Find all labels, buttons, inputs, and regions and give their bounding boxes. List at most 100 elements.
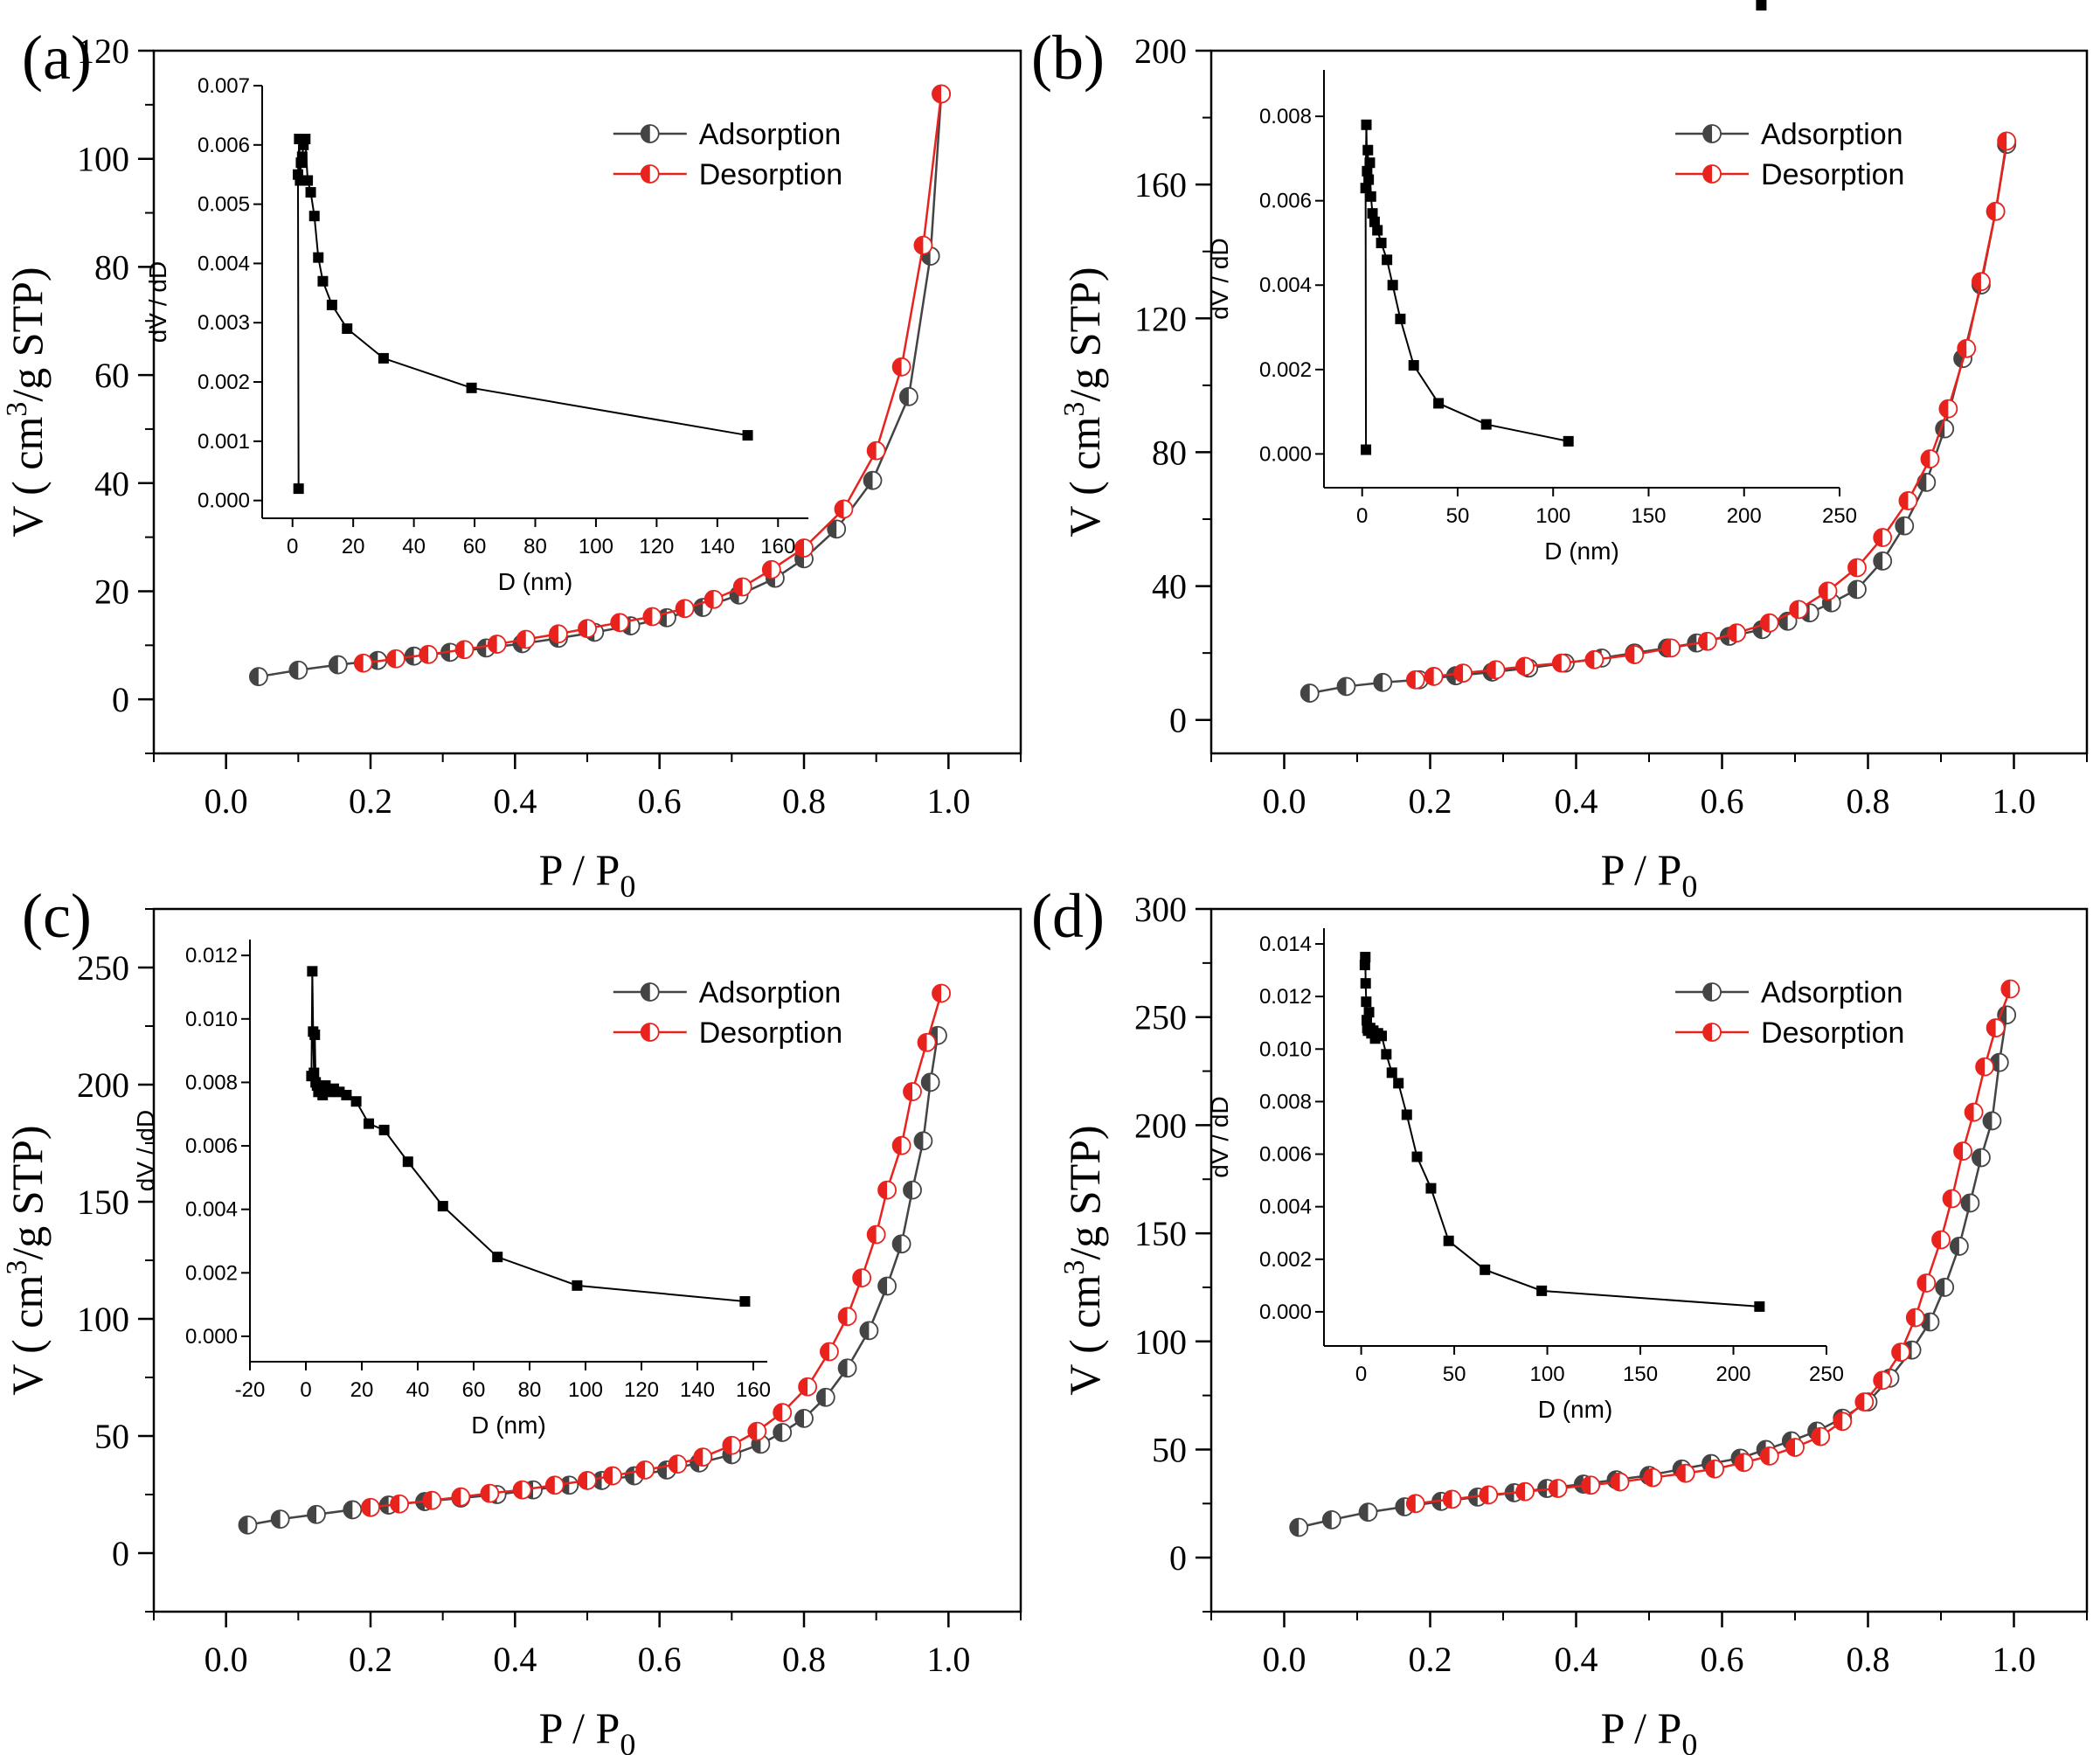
inset-y-tick-label: 0.012 xyxy=(185,944,238,968)
data-point-adsorption-fill xyxy=(1538,1479,1548,1497)
y-tick-label: 200 xyxy=(1134,31,1187,71)
data-point-desorption-fill xyxy=(1625,646,1635,664)
data-point-desorption-fill xyxy=(918,1033,927,1051)
inset-x-tick-label: 80 xyxy=(523,535,547,558)
inset-x-tick-label: 140 xyxy=(700,535,735,558)
inset-data-point xyxy=(1360,978,1371,989)
inset-x-tick-label: 200 xyxy=(1727,504,1762,528)
data-point-adsorption-fill xyxy=(1322,1510,1332,1529)
y-tick-label: 150 xyxy=(77,1183,129,1222)
y-axis-title: V ( cm3/g STP) xyxy=(1,1125,52,1395)
data-point-adsorption-fill xyxy=(657,1460,667,1479)
inset-x-axis-title: D (nm) xyxy=(471,1412,546,1439)
x-tick-label: 0.8 xyxy=(1847,1640,1890,1679)
inset-y-tick-label: 0.000 xyxy=(1259,1301,1312,1324)
y-axis-title-main: V ( cm xyxy=(3,1275,52,1396)
inset-data-point xyxy=(572,1280,583,1291)
data-point-desorption-fill xyxy=(838,1308,848,1326)
data-point-desorption-fill xyxy=(676,600,685,618)
inset-x-axis-title: D (nm) xyxy=(1544,538,1619,565)
inset-data-point xyxy=(1425,1183,1437,1194)
x-tick-label: 0.0 xyxy=(1263,1640,1306,1679)
inset-data-point xyxy=(342,323,353,335)
data-point-desorption-fill xyxy=(853,1269,863,1287)
inset-data-point xyxy=(1433,398,1445,409)
x-tick-label: 0.4 xyxy=(493,781,537,821)
legend-label-desorption: Desorption xyxy=(699,158,842,191)
data-point-desorption-fill xyxy=(2001,980,2011,998)
data-point-desorption-fill xyxy=(723,1436,732,1454)
data-point-desorption-fill xyxy=(579,620,587,638)
inset-x-tick-label: 100 xyxy=(568,1378,603,1402)
inset-data-point xyxy=(1369,216,1380,227)
panel-a: (a) 0.0 0.2 0.4 0.6 0.8 1.0 0 20 40 60 80 100 120 P / … xyxy=(1,23,1022,904)
inset-y-axis-title: dV / dD xyxy=(1206,238,1233,319)
data-point-desorption-fill xyxy=(878,1181,888,1199)
x-tick-label: 0.2 xyxy=(349,781,392,821)
data-point-desorption-fill xyxy=(1998,132,2007,150)
inset-data-point xyxy=(1563,435,1574,447)
legend-label-desorption: Desorption xyxy=(1761,158,1904,191)
inset-y-tick-label: 0.006 xyxy=(1259,190,1312,213)
x-axis-title: P / P0 xyxy=(1601,845,1698,904)
x-tick-label: 0.6 xyxy=(638,1640,682,1679)
inset-data-point xyxy=(364,1118,374,1129)
data-point-desorption-fill xyxy=(1899,491,1909,510)
inset-data-point xyxy=(1393,1078,1404,1089)
data-point-adsorption-fill xyxy=(343,1501,353,1519)
series-adsorption xyxy=(1300,135,2017,703)
data-point-desorption-fill xyxy=(1892,1343,1902,1362)
y-axis-title-main: V ( cm xyxy=(1060,417,1109,538)
data-point-desorption-fill xyxy=(1972,273,1981,291)
inset-x-tick-label: 150 xyxy=(1631,504,1666,528)
series-line-desorption xyxy=(1415,988,2012,1505)
data-point-desorption-fill xyxy=(694,1448,703,1467)
y-tick-label: 120 xyxy=(1134,299,1187,338)
data-point-desorption-fill xyxy=(1662,639,1672,657)
inset-data-point xyxy=(378,1124,390,1135)
legend-marker-desorption-fill xyxy=(1703,165,1713,183)
data-point-desorption-fill xyxy=(1443,1490,1452,1509)
data-point-adsorption-fill xyxy=(329,656,338,674)
inset-data-point xyxy=(309,1029,321,1040)
inset-y-tick-label: 0.001 xyxy=(198,430,250,454)
inset-data-point xyxy=(1364,157,1376,169)
data-point-adsorption-fill xyxy=(860,1321,870,1340)
inset-y-tick-label: 0.008 xyxy=(1259,105,1312,128)
y-tick-label: 160 xyxy=(1134,165,1187,205)
data-point-desorption-fill xyxy=(1965,1103,1974,1121)
inset-data-point xyxy=(1381,1049,1392,1060)
y-tick-label: 0 xyxy=(1169,1538,1187,1578)
data-point-adsorption-fill xyxy=(914,1132,924,1150)
legend-label-adsorption: Adsorption xyxy=(699,118,842,151)
data-point-adsorption-fill xyxy=(795,1409,804,1427)
inset-data-point xyxy=(1363,1007,1375,1018)
x-tick-label: 0.4 xyxy=(1555,781,1598,821)
data-point-adsorption-fill xyxy=(892,1235,902,1253)
data-point-desorption-fill xyxy=(1986,1019,1996,1037)
inset-x-tick-label: 0 xyxy=(300,1378,311,1402)
panel-d: (d)0.0 0.2 0.4 0.6 0.8 1.0050100150200250300P… xyxy=(1031,881,2089,1755)
data-point-desorption-fill xyxy=(1698,632,1708,650)
data-point-desorption-fill xyxy=(799,1377,808,1396)
inset-y-tick-label: 0.000 xyxy=(1259,442,1312,466)
data-point-adsorption-fill xyxy=(308,1505,316,1523)
inset-chart: -20 0 20 40 60 80 100 120 140 160 0.000 0.002 0.004 0… xyxy=(132,940,771,1439)
data-point-desorption-fill xyxy=(611,614,620,632)
inset-x-tick-label: 0 xyxy=(287,535,298,558)
x-axis-title-subscript: 0 xyxy=(1681,869,1697,904)
y-tick-label: 200 xyxy=(77,1065,129,1105)
data-point-desorption-fill xyxy=(892,1136,902,1155)
y-tick-label: 0 xyxy=(1169,701,1187,740)
y-tick-label: 60 xyxy=(94,356,129,395)
inset-data-point xyxy=(1360,183,1371,194)
inset-x-tick-label: 120 xyxy=(639,535,674,558)
x-tick-label: 0.8 xyxy=(1847,781,1890,821)
y-axis-title: V ( cm3/g STP) xyxy=(1058,267,1109,537)
inset-data-point xyxy=(378,352,389,364)
x-tick-label: 0.0 xyxy=(204,781,248,821)
inset-data-point xyxy=(1382,254,1393,266)
data-point-desorption-fill xyxy=(391,1495,400,1513)
y-tick-label: 250 xyxy=(1134,998,1187,1037)
data-point-adsorption-fill xyxy=(838,1359,848,1377)
